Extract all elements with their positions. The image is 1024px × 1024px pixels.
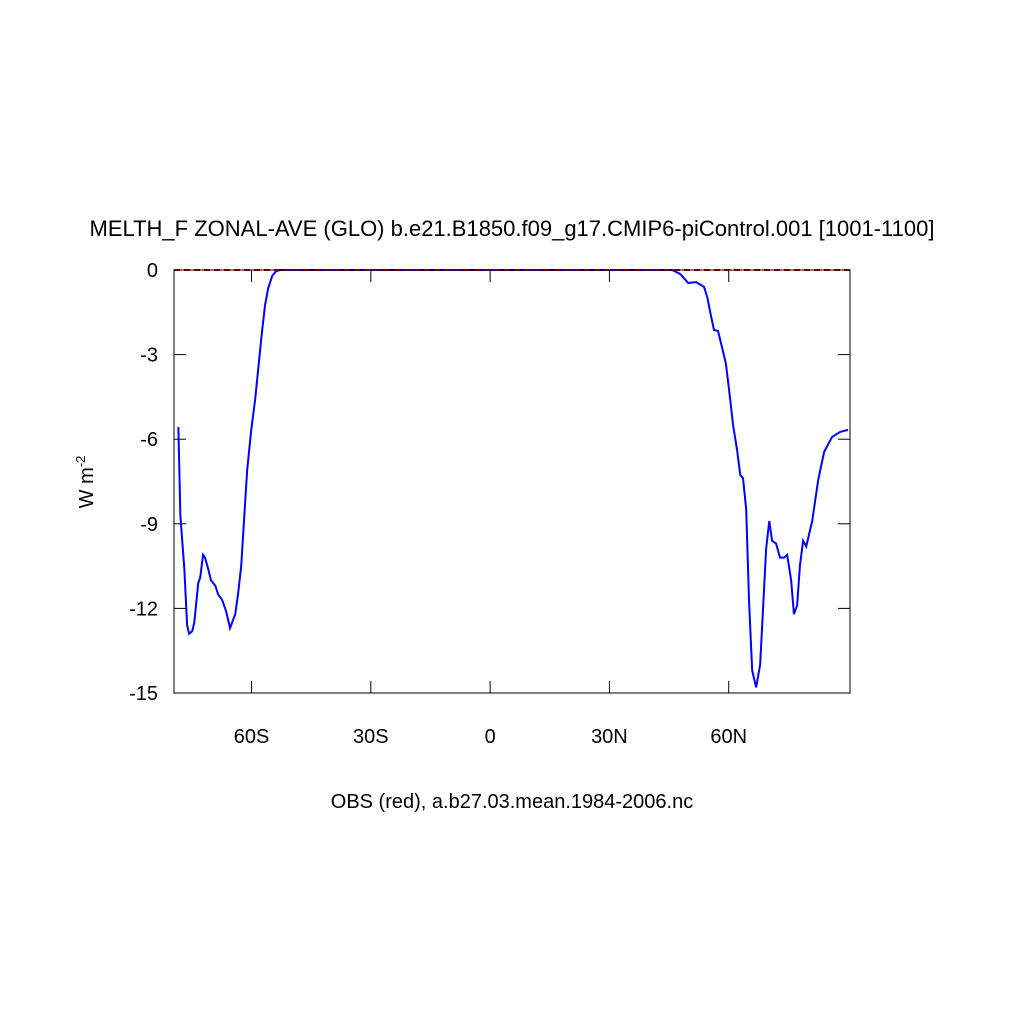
series-line <box>177 269 849 688</box>
x-tick-label: 60N <box>710 726 747 748</box>
y-tick-label: -12 <box>129 598 158 620</box>
x-tick-label: 60S <box>234 726 270 748</box>
chart-subtitle: OBS (red), a.b27.03.mean.1984-2006.nc <box>331 791 693 813</box>
x-tick-label: 0 <box>485 726 496 748</box>
y-axis-label-exponent: -2 <box>73 456 88 468</box>
y-tick-label: -6 <box>140 429 158 451</box>
y-axis-label-text: W m <box>76 467 98 508</box>
x-tick-label: 30N <box>591 726 628 748</box>
y-axis-label: W m-2 <box>73 456 98 509</box>
x-tick-label: 30S <box>353 726 389 748</box>
chart-title: MELTH_F ZONAL-AVE (GLO) b.e21.B1850.f09_… <box>90 216 935 241</box>
plot-frame <box>173 269 851 694</box>
y-tick-label: -15 <box>129 683 158 705</box>
y-tick-label: 0 <box>147 260 158 282</box>
y-tick-label: -9 <box>140 514 158 536</box>
y-tick-label: -3 <box>140 345 158 367</box>
